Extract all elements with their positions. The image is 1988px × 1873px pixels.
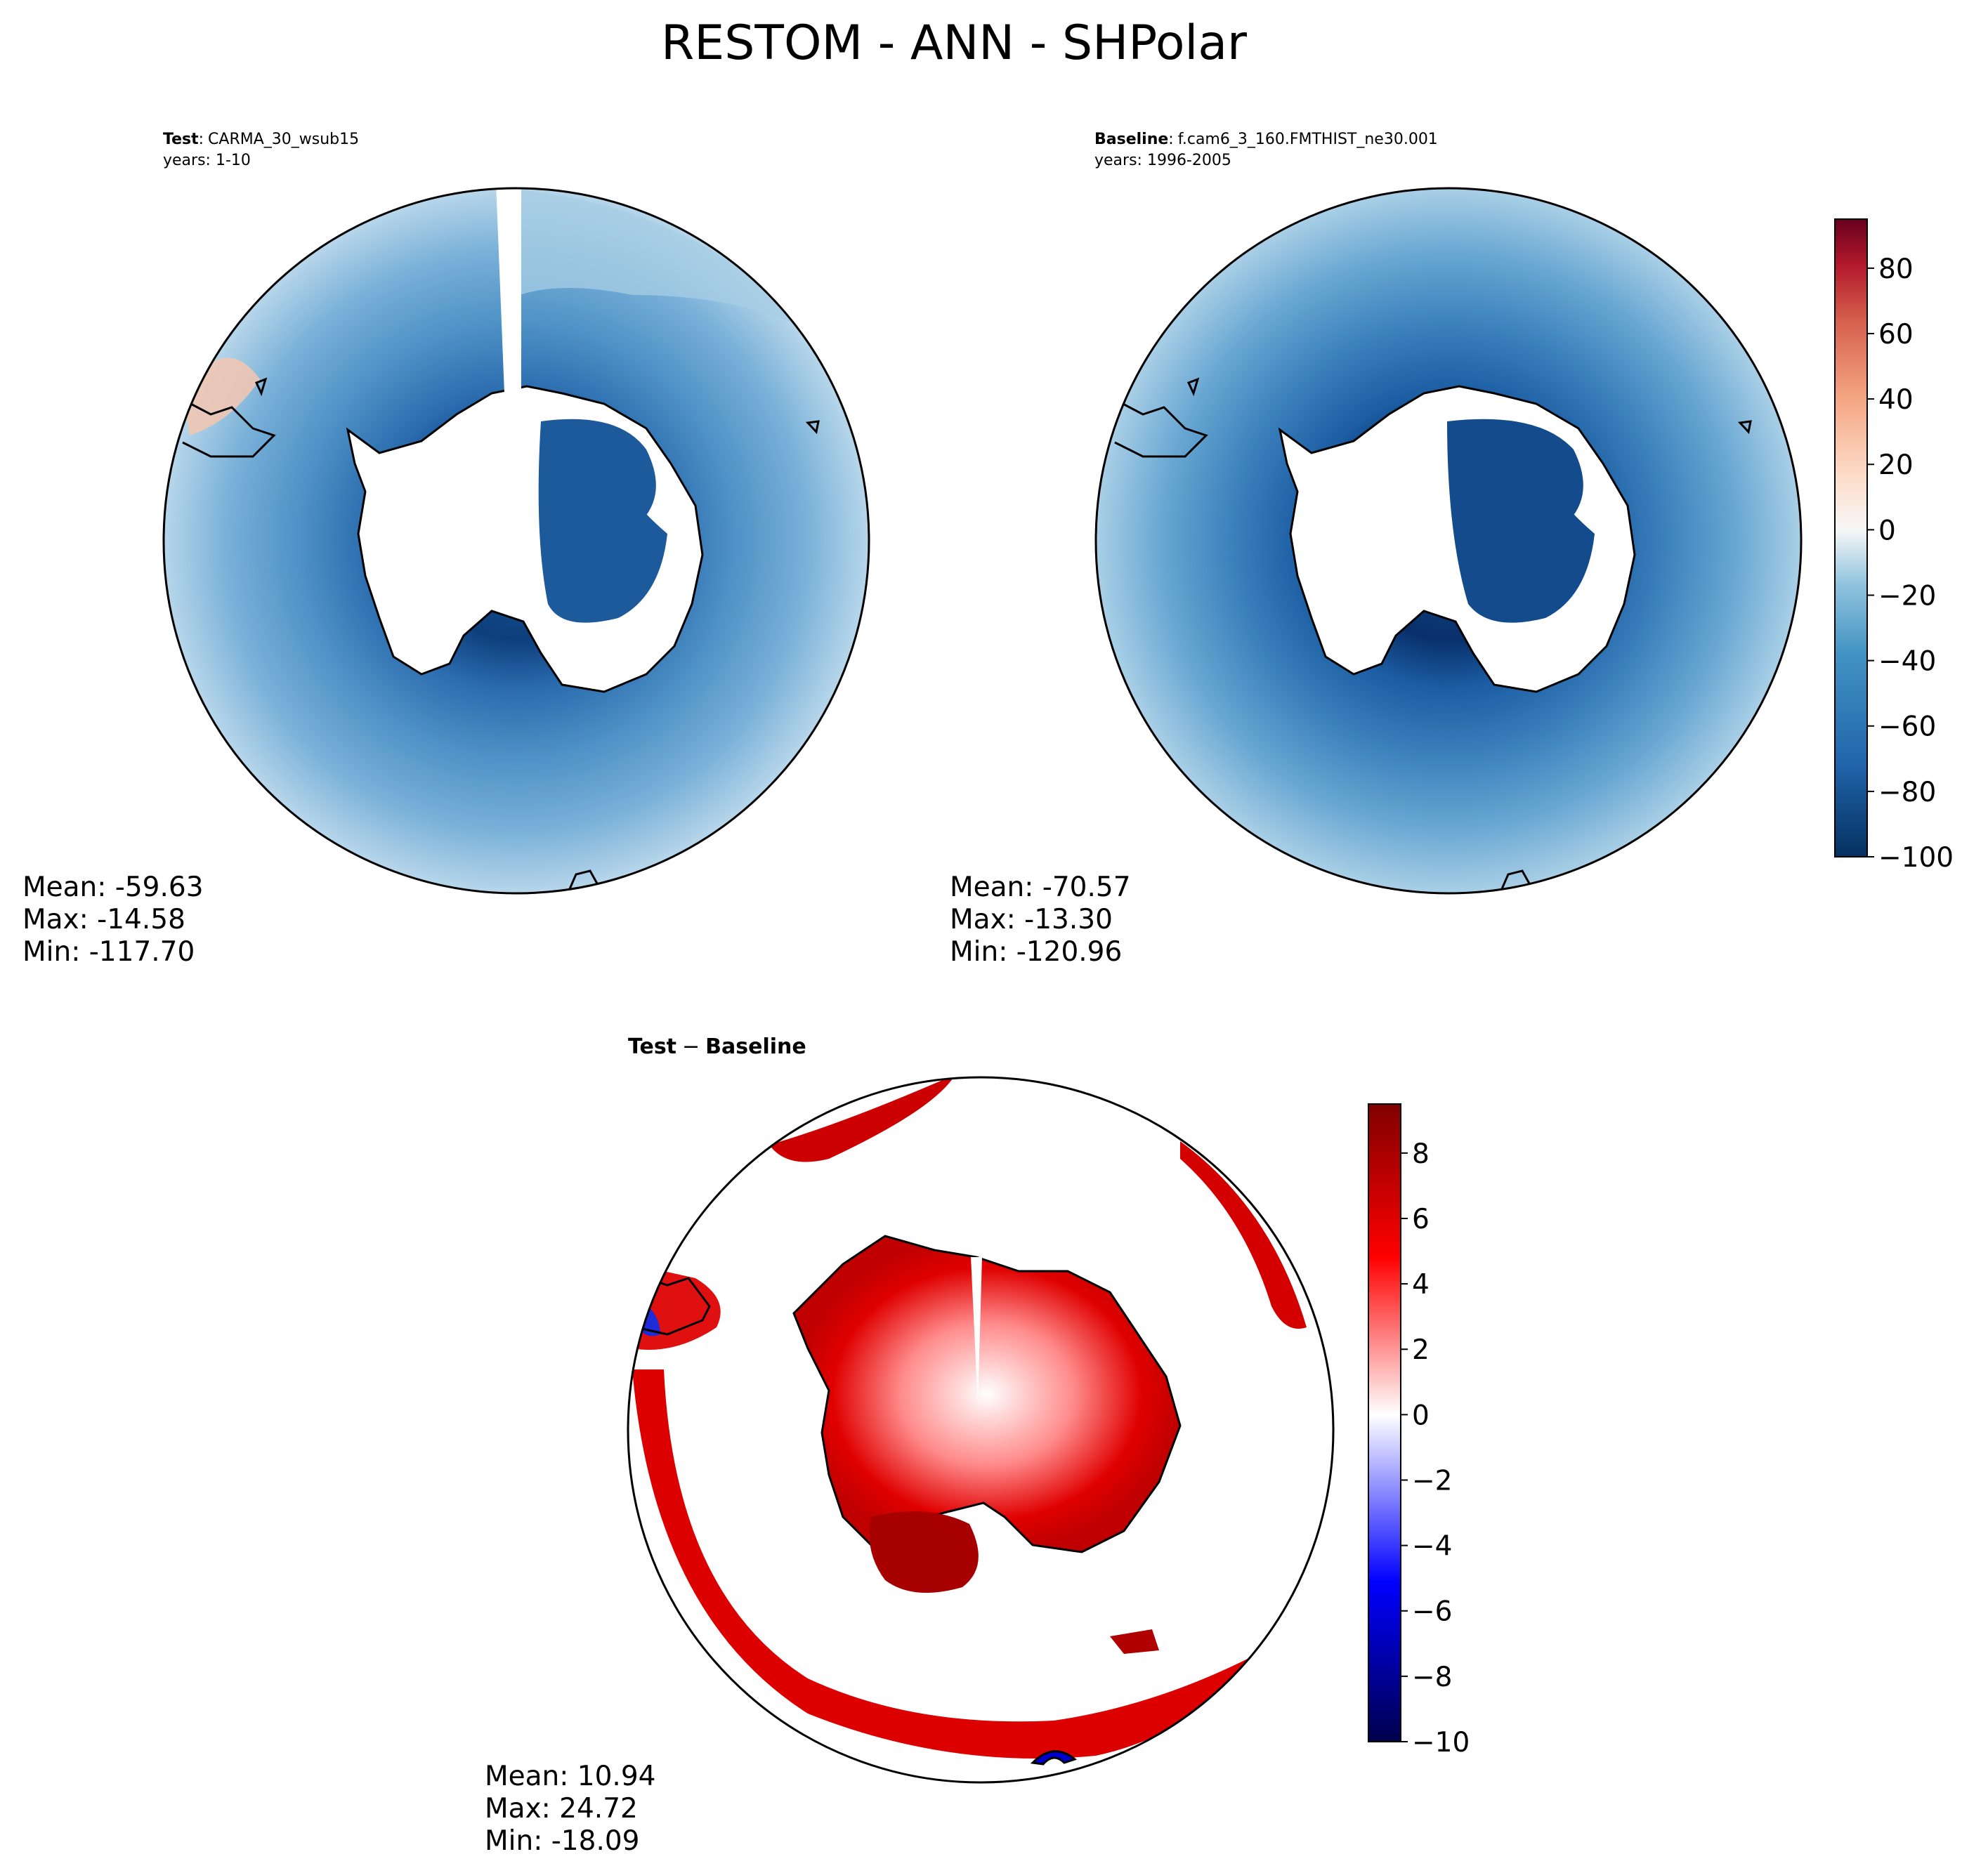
baseline-island-2	[1737, 420, 1752, 435]
test-panel: Test: CARMA_30_wsub15 years: 1-10 Mean: -…	[22, 131, 870, 968]
baseline-inner-low	[1447, 419, 1595, 623]
test-years: years: 1-10	[163, 152, 251, 169]
colorbar-diff: 8 6 4 2 0 −2 −4 −6 −8 −10	[1368, 1103, 1470, 1759]
baseline-map	[1096, 188, 1801, 893]
test-label-sep: :	[199, 131, 204, 148]
diff-blue-spot-bottom	[1030, 1750, 1078, 1766]
colorbar-diff-tick-label: 4	[1412, 1269, 1430, 1301]
test-case-name: CARMA_30_wsub15	[208, 131, 359, 148]
colorbar-main-tick-label: 0	[1878, 515, 1896, 546]
colorbar-main-tick-label: −100	[1878, 842, 1954, 874]
test-min: Min: -117.70	[22, 936, 195, 968]
diff-missing-wedge	[971, 1257, 982, 1405]
colorbar-main-tick-label: −60	[1878, 711, 1936, 743]
test-mean: Mean: -59.63	[22, 872, 204, 903]
diff-label-left: Test	[628, 1034, 676, 1059]
colorbar-diff-tick-label: −8	[1412, 1662, 1453, 1693]
baseline-panel-label: Baseline: f.cam6_3_160.FMTHIST_ne30.001	[1094, 131, 1438, 148]
test-missing-wedge	[496, 188, 521, 534]
colorbar-main-tick-label: −80	[1878, 777, 1936, 808]
colorbar-diff-tick-label: 0	[1412, 1400, 1430, 1431]
test-australia	[568, 869, 599, 891]
test-max: Max: -14.58	[22, 904, 185, 935]
colorbar-main-tick-label: 40	[1878, 384, 1914, 416]
baseline-case-name: f.cam6_3_160.FMTHIST_ne30.001	[1178, 131, 1438, 148]
colorbar-diff-tick-label: −2	[1412, 1465, 1453, 1497]
baseline-map-border	[1094, 187, 1803, 895]
diff-topleft-patch	[769, 1077, 955, 1162]
baseline-label-sep: :	[1168, 131, 1173, 148]
diff-darkred-lobe	[869, 1511, 979, 1593]
diff-right-arc	[1180, 1141, 1307, 1329]
baseline-years: years: 1996-2005	[1094, 152, 1231, 169]
test-panel-label: Test: CARMA_30_wsub15	[163, 131, 359, 148]
diff-map-border	[627, 1076, 1335, 1784]
diff-south-america	[635, 1273, 711, 1336]
diff-label-minus: −	[682, 1034, 700, 1059]
colorbar-diff-bar	[1368, 1103, 1401, 1742]
baseline-mean: Mean: -70.57	[950, 872, 1131, 903]
colorbar-diff-tick-label: −4	[1412, 1531, 1453, 1563]
test-island-1	[254, 377, 268, 397]
diff-panel-label: Test − Baseline	[628, 1034, 806, 1059]
test-south-america	[182, 399, 276, 458]
diff-panel: Test − Baseline Mean: 10.94 Max: 24.72 Min…	[485, 1034, 1335, 1857]
colorbar-diff-tick-label: −10	[1412, 1727, 1470, 1759]
test-light-band	[520, 190, 808, 330]
test-map-border	[162, 187, 870, 895]
baseline-label-bold: Baseline	[1094, 131, 1168, 148]
diff-antarctica	[792, 1235, 1182, 1553]
colorbar-diff-tick-label: 2	[1412, 1334, 1430, 1366]
diff-mean: Mean: 10.94	[485, 1761, 655, 1792]
colorbar-main-bar	[1834, 218, 1868, 857]
test-inner-low	[538, 419, 667, 623]
diff-label-right: Baseline	[705, 1034, 806, 1059]
test-island-2	[805, 420, 820, 435]
colorbar-diff-tick-label: 8	[1412, 1138, 1430, 1170]
colorbar-main-tick-label: −40	[1878, 646, 1936, 678]
colorbar-main-tick-label: −20	[1878, 580, 1936, 612]
baseline-panel: Baseline: f.cam6_3_160.FMTHIST_ne30.001 y…	[950, 131, 1803, 968]
diff-min: Min: -18.09	[485, 1825, 639, 1857]
figure-title: RESTOM - ANN - SHPolar	[661, 15, 1247, 71]
colorbar-main-tick-label: 80	[1878, 254, 1914, 285]
diff-max: Max: 24.72	[485, 1793, 638, 1825]
baseline-max: Max: -13.30	[950, 904, 1113, 935]
colorbar-diff-tick-label: −6	[1412, 1596, 1453, 1628]
colorbar-diff-ticks: 8 6 4 2 0 −2 −4 −6 −8 −10	[1401, 1138, 1470, 1759]
colorbar-main-ticks: 80 60 40 20 0 −20 −40 −60 −80 −100	[1867, 254, 1954, 874]
colorbar-main-tick-label: 60	[1878, 319, 1914, 350]
test-map	[164, 188, 869, 893]
diff-small-island	[1110, 1629, 1159, 1654]
baseline-island-1	[1186, 377, 1200, 397]
baseline-australia	[1500, 869, 1531, 891]
diff-map	[628, 1077, 1333, 1782]
colorbar-main-tick-label: 20	[1878, 449, 1914, 481]
test-label-bold: Test	[163, 131, 199, 148]
baseline-south-america	[1114, 399, 1208, 458]
colorbar-diff-tick-label: 6	[1412, 1204, 1430, 1235]
baseline-min: Min: -120.96	[950, 936, 1122, 968]
colorbar-main: 80 60 40 20 0 −20 −40 −60 −80 −100	[1834, 218, 1954, 874]
